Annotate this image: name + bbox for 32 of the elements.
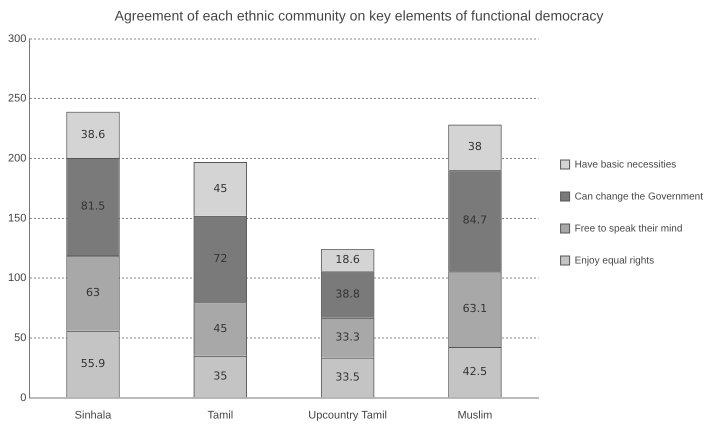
y-tick-label: 250 [8,92,26,105]
data-label: 18.6 [335,253,360,266]
legend-label: Can change the Government [574,191,704,202]
data-label: 55.9 [80,356,106,370]
y-tick-label: 0 [20,392,26,404]
legend-label: Free to speak their mind [574,223,682,234]
data-label: 35 [213,369,228,382]
data-label: 63 [86,286,100,300]
data-label: 45 [213,322,228,335]
data-label: 33.3 [335,330,360,344]
legend-label: Have basic necessities [574,159,676,170]
x-tick-label: Sinhala [74,409,112,422]
data-label: 63.1 [462,302,488,316]
data-label: 38.8 [335,288,360,301]
x-tick-label: Tamil [207,409,234,422]
y-tick-label: 300 [8,32,26,45]
legend-label: Enjoy equal rights [574,255,654,266]
data-label: 72 [213,252,228,265]
chart-title: Agreement of each ethnic community on key elements of functional democracy [114,7,604,24]
y-tick-label: 50 [14,332,26,344]
y-tick-label: 150 [8,212,26,224]
y-tick-label: 200 [8,152,26,164]
data-label: 84.7 [462,214,488,227]
x-tick-label: Upcountry Tamil [308,409,387,422]
data-label: 38 [468,140,482,154]
x-tick-label: Muslim [458,409,492,422]
data-label: 81.5 [80,200,106,213]
data-label: 33.5 [335,370,360,384]
y-tick-label: 100 [8,272,26,284]
data-label: 45 [213,182,228,195]
data-label: 38.6 [80,128,106,141]
data-label: 42.5 [462,364,488,378]
